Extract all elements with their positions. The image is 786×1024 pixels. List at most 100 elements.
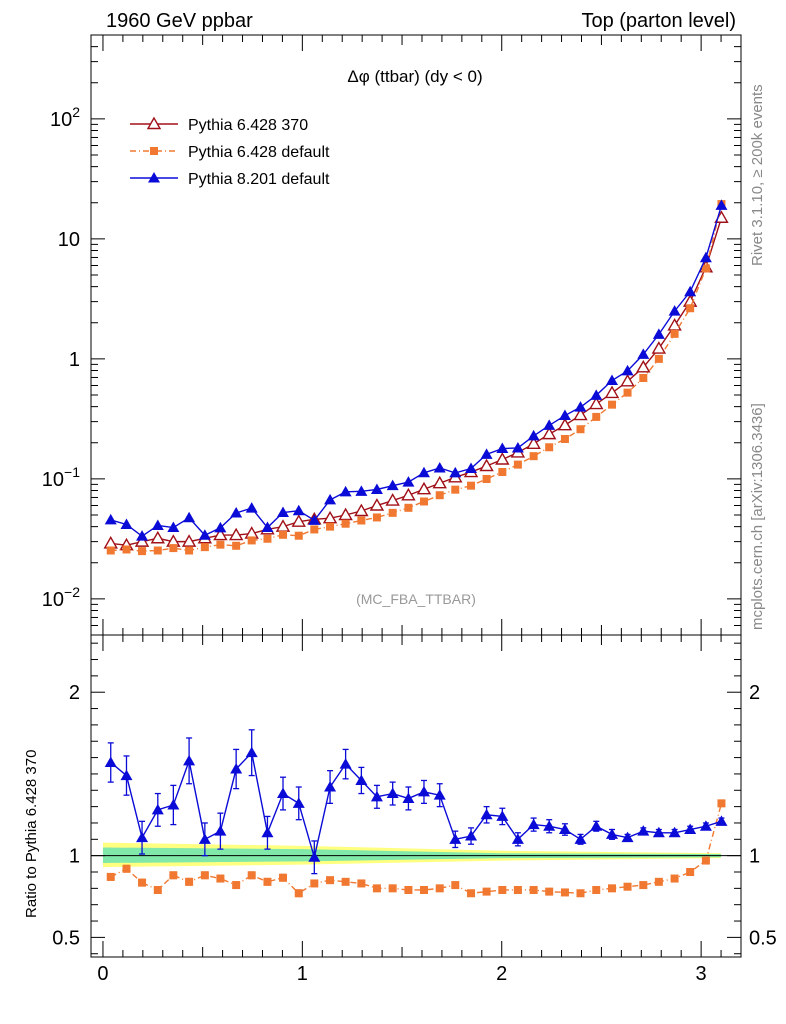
data-point: [715, 199, 728, 210]
data-point: [339, 485, 352, 497]
ratio-data-point: [574, 833, 587, 844]
data-point: [620, 373, 635, 387]
data-point: [167, 521, 180, 533]
data-point: [122, 545, 131, 554]
data-point: [670, 329, 679, 338]
data-point: [541, 426, 557, 440]
ratio-data-point: [216, 874, 225, 883]
data-point: [701, 264, 710, 273]
series-2: [104, 199, 728, 541]
ratio-data-point: [449, 833, 462, 844]
data-point: [404, 503, 413, 512]
legend-marker: [150, 147, 158, 155]
ratio-data-point: [402, 792, 415, 803]
ratio-data-point: [482, 887, 491, 896]
ratio-data-point: [386, 787, 399, 799]
ratio-plot-frame: [90, 634, 742, 958]
ratio-data-point: [122, 864, 131, 873]
data-point: [480, 448, 493, 459]
ratio-data-point: [106, 872, 115, 881]
data-point: [103, 535, 118, 549]
data-point: [557, 417, 573, 431]
ratio-data-point: [167, 798, 180, 810]
ratio-data-point: [185, 877, 194, 886]
ratio-axis-ticks: [91, 635, 741, 957]
data-point: [589, 396, 604, 410]
ratio-y-tick-label: 0.5: [52, 927, 80, 949]
series-line: [110, 203, 723, 552]
y-tick-label: 10−1: [42, 464, 80, 491]
ratio-data-point: [623, 882, 632, 891]
ratio-data-point: [419, 885, 428, 894]
header-left: 1960 GeV ppbar: [106, 10, 253, 32]
data-point: [479, 458, 494, 472]
ratio-data-point: [433, 789, 446, 800]
data-point: [291, 514, 306, 527]
ratio-data-point: [607, 884, 616, 893]
ratio-data-point: [605, 828, 618, 839]
data-point: [200, 543, 209, 552]
ratio-data-point: [138, 878, 147, 887]
data-point: [120, 518, 133, 529]
data-point: [433, 462, 446, 473]
data-point: [573, 407, 588, 421]
data-point: [495, 452, 510, 465]
ratio-data-point: [200, 871, 209, 880]
x-tick-label: 1: [297, 963, 308, 985]
data-point: [213, 527, 228, 541]
data-point: [667, 318, 682, 331]
ratio-series-line: [110, 751, 722, 858]
ratio-data-point: [621, 831, 634, 843]
data-point: [576, 425, 585, 434]
ratio-data-point: [153, 885, 162, 894]
ratio-data-point: [670, 874, 679, 883]
data-point: [529, 452, 538, 461]
data-point: [654, 354, 663, 363]
ratio-data-point: [230, 763, 243, 774]
ratio-data-point: [496, 810, 509, 821]
data-point: [183, 511, 196, 523]
data-point: [228, 527, 244, 541]
ratio-data-point: [120, 769, 133, 781]
data-point: [292, 504, 305, 516]
ratio-data-point: [308, 851, 321, 862]
data-point: [151, 519, 164, 530]
ratio-data-point: [279, 873, 288, 882]
ratio-data-point: [247, 871, 256, 880]
ratio-data-point: [529, 885, 538, 894]
data-point: [451, 485, 460, 494]
data-point: [511, 441, 524, 453]
ratio-data-point: [324, 781, 337, 792]
data-point: [326, 522, 335, 531]
ratio-marks: [104, 729, 728, 898]
ratio-data-point: [498, 885, 507, 894]
data-point: [482, 474, 491, 483]
legend-label: Pythia 6.428 370: [188, 117, 308, 134]
ratio-data-point: [339, 758, 352, 769]
data-point: [247, 536, 256, 545]
main-plot: Δφ (ttbar) (dy < 0) (MC_FBA_TTBAR) 10−21…: [42, 34, 742, 636]
ratio-data-point: [388, 884, 397, 893]
ratio-data-point: [467, 889, 476, 898]
y-tick-label: 10: [58, 229, 80, 251]
ratio-data-point: [183, 754, 196, 766]
x-tick-label: 2: [496, 963, 507, 985]
ratio-data-point: [527, 818, 540, 830]
data-point: [134, 534, 150, 547]
legend: Pythia 6.428 370 Pythia 6.428 default Pyth…: [130, 116, 330, 188]
x-tick-label: 3: [696, 963, 707, 985]
data-point: [498, 468, 507, 477]
ratio-data-point: [136, 831, 149, 843]
ratio-data-point: [104, 756, 117, 767]
data-point: [185, 546, 194, 555]
data-point: [623, 388, 632, 397]
ratio-data-point: [232, 881, 241, 890]
data-point: [668, 305, 681, 316]
ratio-data-point: [355, 774, 368, 785]
data-point: [355, 485, 368, 496]
data-point: [639, 374, 648, 383]
data-point: [338, 507, 353, 521]
ratio-y-tick-label: 1: [69, 846, 80, 868]
ratio-data-point: [590, 820, 603, 831]
data-point: [261, 521, 274, 533]
